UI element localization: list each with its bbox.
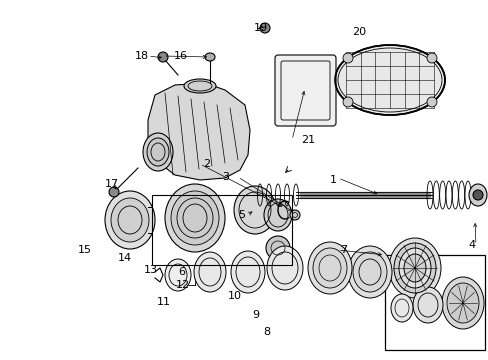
Ellipse shape	[307, 242, 351, 294]
Text: 9: 9	[252, 310, 259, 320]
Circle shape	[289, 210, 299, 220]
Circle shape	[109, 187, 119, 197]
Ellipse shape	[171, 191, 219, 245]
Polygon shape	[148, 83, 249, 180]
Text: 16: 16	[174, 51, 187, 61]
Ellipse shape	[264, 199, 291, 231]
Bar	[384, 255, 484, 350]
Text: 4: 4	[467, 240, 474, 250]
Text: 17: 17	[105, 179, 119, 189]
Ellipse shape	[142, 133, 173, 171]
Ellipse shape	[398, 248, 430, 288]
Circle shape	[342, 53, 352, 63]
Ellipse shape	[183, 79, 216, 93]
Ellipse shape	[446, 283, 478, 323]
Circle shape	[260, 23, 269, 33]
Ellipse shape	[390, 294, 412, 322]
Ellipse shape	[393, 243, 435, 293]
Ellipse shape	[352, 252, 386, 292]
Text: 10: 10	[227, 291, 242, 301]
Text: 21: 21	[301, 135, 314, 145]
Ellipse shape	[334, 45, 444, 115]
Ellipse shape	[441, 277, 483, 329]
Circle shape	[472, 190, 482, 200]
Ellipse shape	[312, 248, 346, 288]
Text: 18: 18	[135, 51, 149, 61]
Text: 11: 11	[157, 297, 171, 307]
Text: 7: 7	[339, 245, 346, 255]
Text: 8: 8	[263, 327, 270, 337]
Ellipse shape	[230, 251, 264, 293]
Text: 3: 3	[222, 172, 228, 182]
Text: 20: 20	[351, 27, 366, 37]
Ellipse shape	[234, 186, 275, 234]
Text: 1: 1	[329, 175, 336, 185]
Circle shape	[426, 53, 436, 63]
Text: 15: 15	[78, 245, 92, 255]
Ellipse shape	[164, 184, 224, 252]
Text: 19: 19	[253, 23, 267, 33]
Circle shape	[265, 236, 289, 260]
Ellipse shape	[403, 254, 425, 282]
Ellipse shape	[266, 246, 303, 290]
Text: 5: 5	[238, 210, 244, 220]
Ellipse shape	[194, 252, 225, 292]
Text: 2: 2	[203, 159, 210, 169]
Circle shape	[342, 97, 352, 107]
Ellipse shape	[147, 138, 169, 166]
Ellipse shape	[468, 184, 486, 206]
Ellipse shape	[105, 191, 155, 249]
Ellipse shape	[412, 287, 442, 323]
Circle shape	[158, 52, 168, 62]
Ellipse shape	[111, 198, 149, 242]
Ellipse shape	[347, 246, 391, 298]
Text: 6: 6	[178, 267, 185, 277]
Ellipse shape	[388, 238, 440, 298]
Text: 13: 13	[143, 265, 158, 275]
FancyBboxPatch shape	[274, 55, 335, 126]
Text: 14: 14	[118, 253, 132, 263]
Ellipse shape	[204, 53, 215, 61]
Text: 12: 12	[176, 280, 190, 290]
Circle shape	[426, 97, 436, 107]
Ellipse shape	[164, 259, 191, 291]
Bar	[152, 195, 291, 265]
